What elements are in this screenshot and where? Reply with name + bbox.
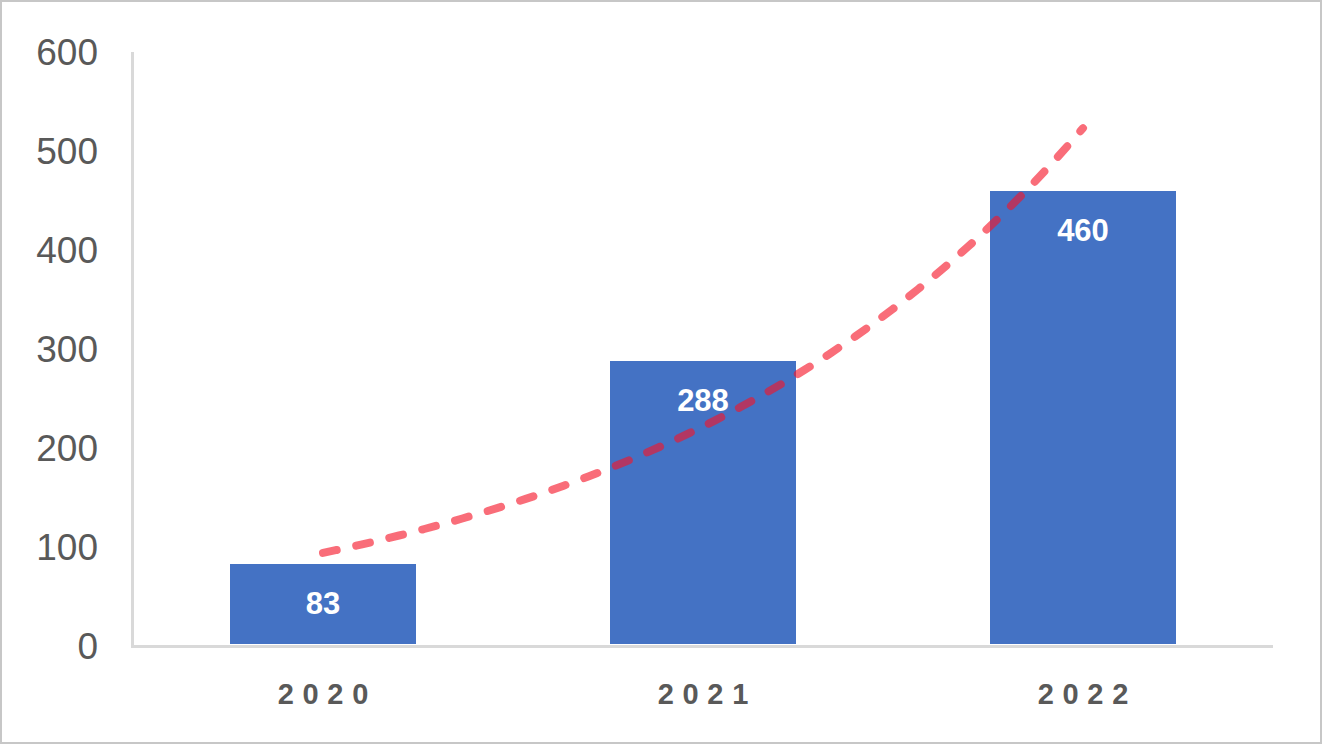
exponential-trendline-dashed (323, 128, 1083, 553)
x-axis-category-label: 2021 (553, 678, 853, 711)
x-axis-category-label: 2020 (173, 678, 473, 711)
trendline-layer (2, 2, 1322, 744)
bar-chart: 0100200300400500600 83288460 20202021202… (0, 0, 1322, 744)
x-axis-category-label: 2022 (933, 678, 1233, 711)
